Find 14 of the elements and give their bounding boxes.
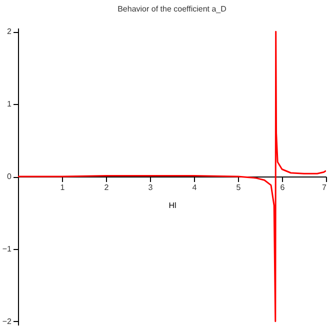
chart-title: Behavior of the coefficient a_D	[118, 4, 227, 14]
x-tick-label: 6	[280, 183, 286, 192]
y-tick-label: −1	[2, 244, 12, 254]
x-axis-title: Hl	[168, 201, 176, 210]
x-tick-label: 5	[236, 183, 242, 192]
x-tick-label: 4	[192, 183, 198, 192]
y-tick-label: 2	[7, 27, 12, 36]
x-tick-label: 7	[322, 183, 328, 192]
y-tick-label: 1	[7, 100, 12, 109]
x-tick-label: 2	[104, 183, 110, 192]
x-tick-label: 3	[148, 183, 154, 192]
y-tick-label: −2	[2, 316, 12, 326]
y-tick-label: 0	[7, 172, 12, 181]
x-tick-label: 1	[60, 183, 66, 192]
